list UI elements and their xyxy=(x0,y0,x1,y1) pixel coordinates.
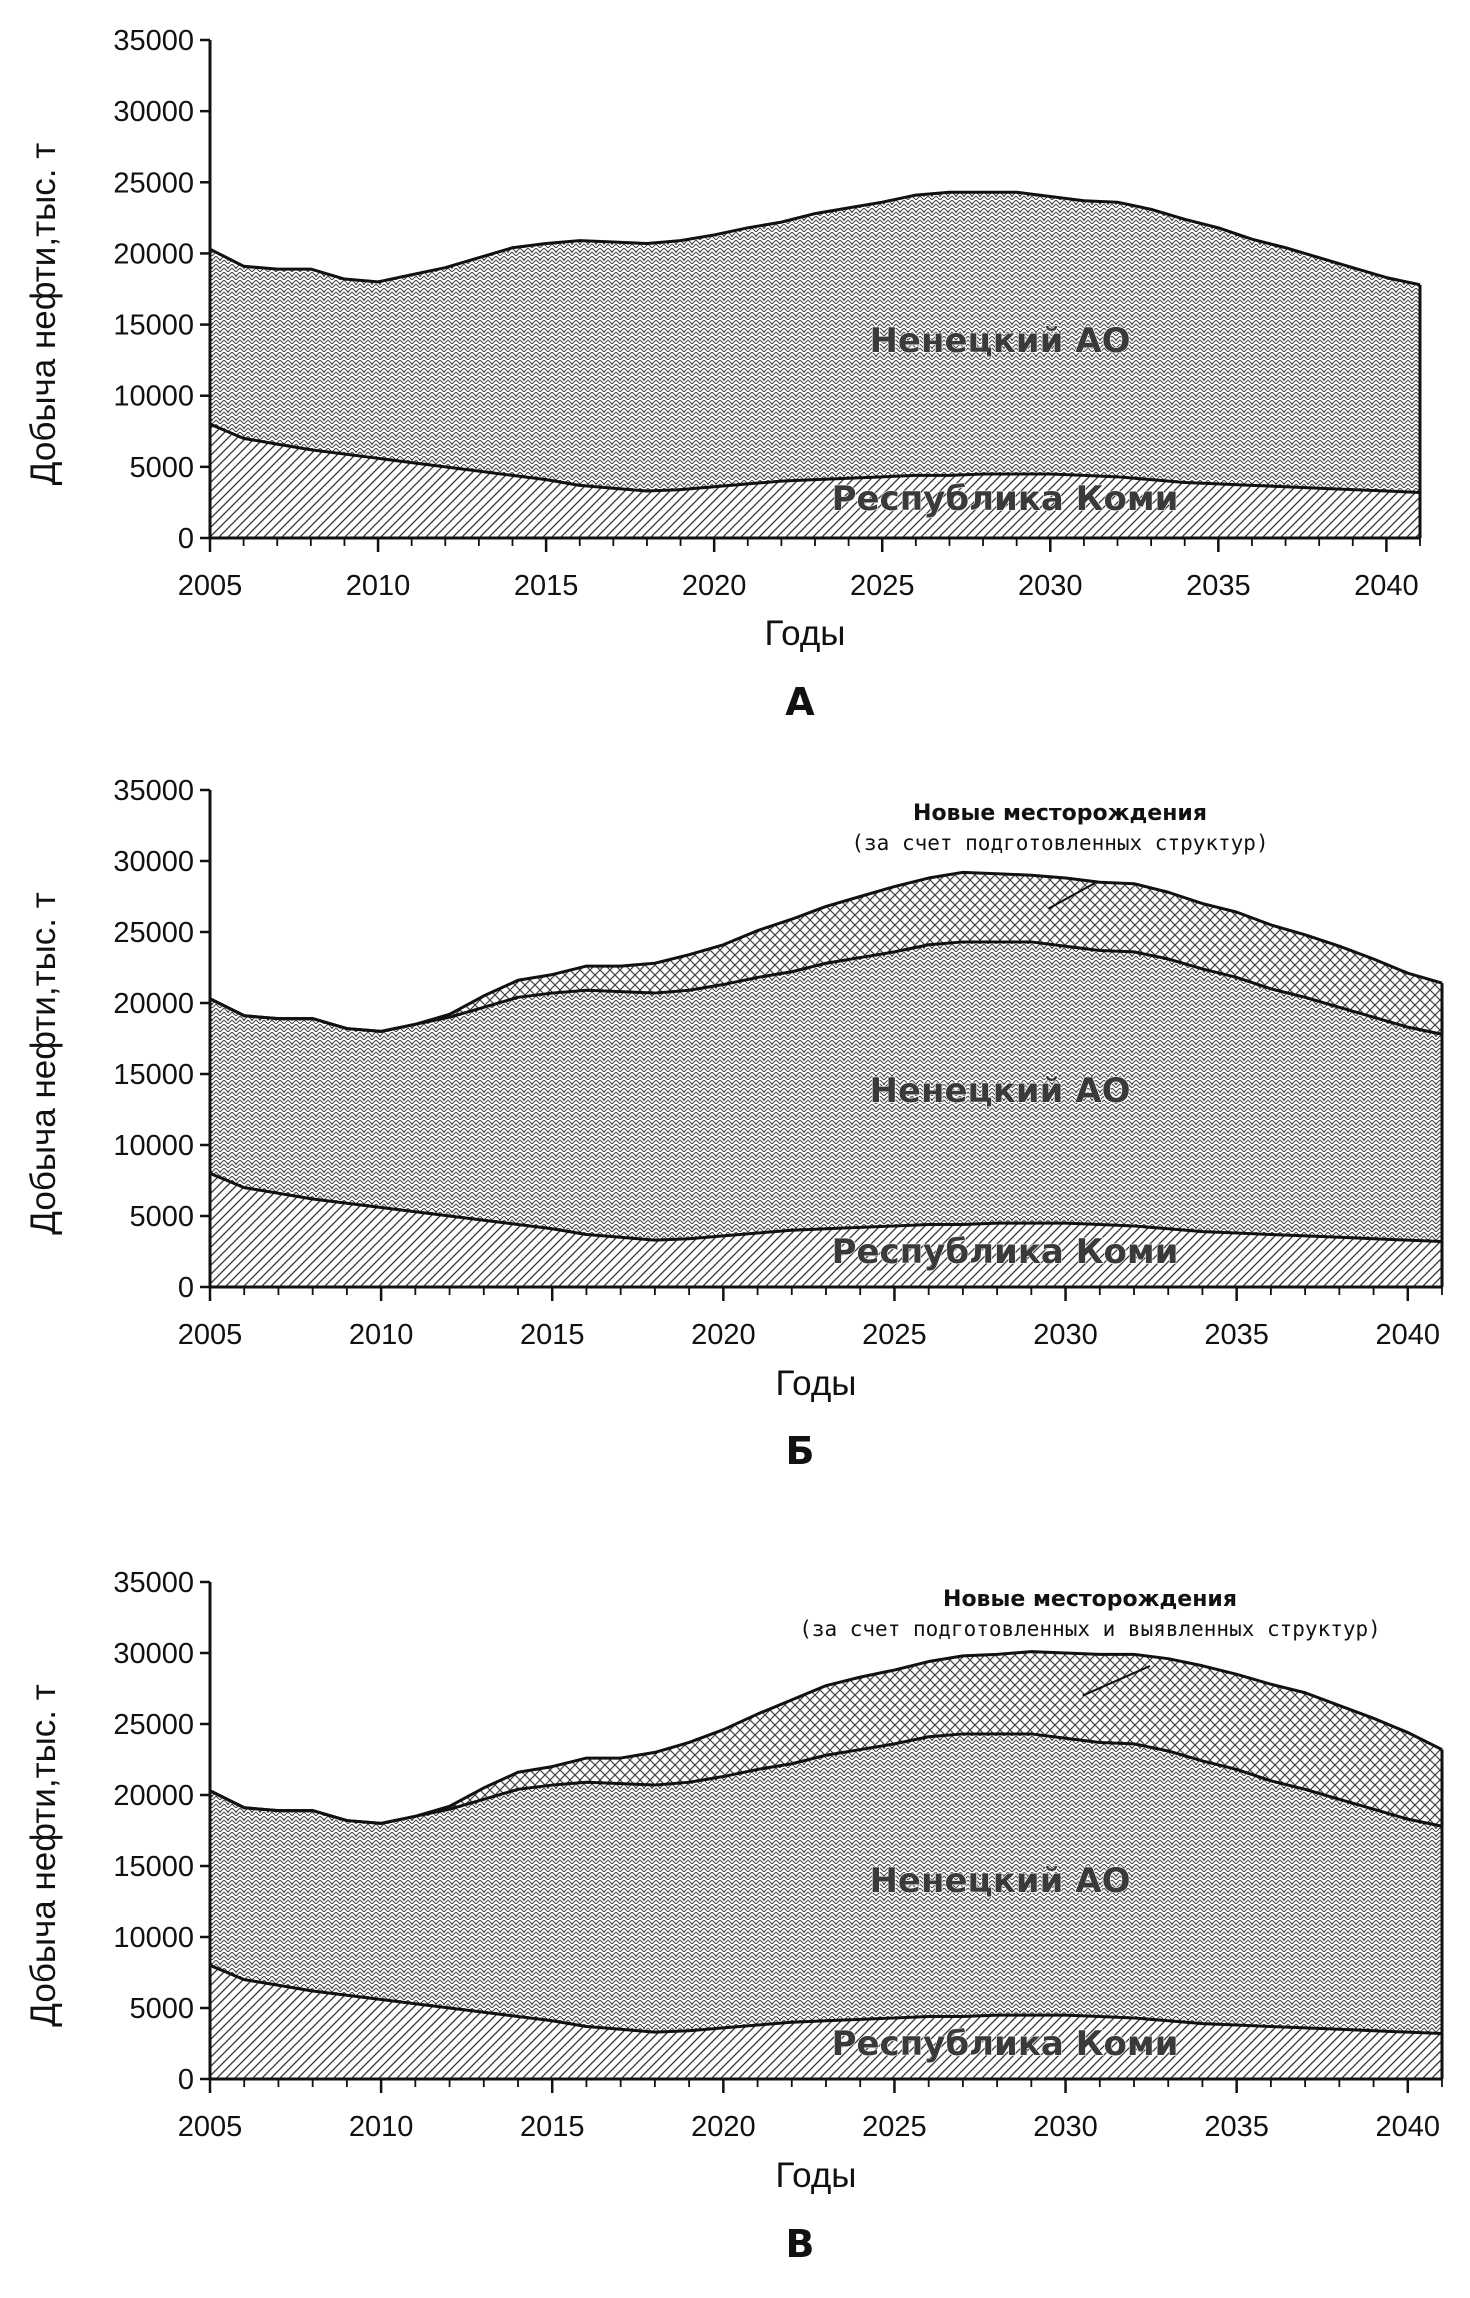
panel-label: В xyxy=(786,2222,815,2266)
x-tick-label: 2040 xyxy=(1354,570,1419,602)
y-tick-label: 15000 xyxy=(113,1059,194,1091)
y-tick-label: 30000 xyxy=(113,846,194,878)
series-line-2 xyxy=(209,190,1421,287)
x-tick-label: 2035 xyxy=(1204,2111,1269,2143)
area-nenets xyxy=(210,192,1420,493)
series-line-3 xyxy=(209,1650,1443,1825)
series-line-3 xyxy=(209,870,1443,1033)
y-tick-label: 10000 xyxy=(113,1130,194,1162)
chart-panel-2: 0 5000 10000 15000 20000 25000 30000 35000 2005 2… xyxy=(24,775,1444,1473)
series-line-1 xyxy=(209,1172,1443,1244)
label-komi: Республика Коми xyxy=(832,479,1179,519)
y-tick-label: 20000 xyxy=(113,988,194,1020)
y-tick-label: 5000 xyxy=(129,1201,194,1233)
label-komi: Республика Коми xyxy=(832,1232,1179,1272)
panel-label: Б xyxy=(786,1429,815,1473)
y-tick-label: 35000 xyxy=(113,1567,194,1599)
x-tick-label: 2015 xyxy=(520,1319,585,1351)
y-tick-label: 25000 xyxy=(113,917,194,949)
x-axis-title: Годы xyxy=(776,2156,857,2195)
label-nenets: Ненецкий АО xyxy=(869,321,1130,361)
y-tick-label: 10000 xyxy=(113,381,194,413)
x-tick-label: 2040 xyxy=(1376,2111,1441,2143)
y-tick-label: 5000 xyxy=(129,1993,194,2025)
x-tick-label: 2025 xyxy=(862,1319,927,1351)
annotation-pointer xyxy=(1047,882,1096,910)
annotation-title: Новые месторождения xyxy=(943,1587,1237,1612)
area-new-fields xyxy=(210,1651,1442,1827)
annotation-pointer xyxy=(1082,1665,1151,1697)
x-tick-label: 2010 xyxy=(346,570,411,602)
x-tick-label: 2025 xyxy=(850,570,915,602)
x-tick-label: 2030 xyxy=(1033,1319,1098,1351)
panel-label: А xyxy=(785,680,815,724)
x-tick-label: 2030 xyxy=(1018,570,1083,602)
area-nenets xyxy=(210,941,1442,1242)
x-tick-label: 2040 xyxy=(1376,1319,1441,1351)
x-tick-label: 2025 xyxy=(862,2111,927,2143)
y-tick-label: 15000 xyxy=(113,310,194,342)
y-tick-label: 35000 xyxy=(113,25,194,57)
x-tick-label: 2010 xyxy=(349,1319,414,1351)
y-tick-label: 25000 xyxy=(113,1709,194,1741)
label-komi: Республика Коми xyxy=(832,2024,1179,2064)
x-tick-label: 2010 xyxy=(349,2111,414,2143)
x-tick-label: 2035 xyxy=(1186,570,1251,602)
annotation-title: Новые месторождения xyxy=(913,801,1207,826)
x-axis-title: Годы xyxy=(765,614,846,653)
y-tick-label: 25000 xyxy=(113,167,194,199)
x-tick-label: 2020 xyxy=(691,1319,756,1351)
y-tick-label: 5000 xyxy=(129,452,194,484)
y-tick-label: 15000 xyxy=(113,1851,194,1883)
label-nenets: Ненецкий АО xyxy=(869,1861,1130,1901)
y-tick-label: 0 xyxy=(178,2064,194,2096)
y-tick-label: 20000 xyxy=(113,238,194,270)
annotation-subtitle: (за счет подготовленных структур) xyxy=(851,831,1268,855)
label-nenets: Ненецкий АО xyxy=(869,1071,1130,1111)
x-tick-label: 2015 xyxy=(520,2111,585,2143)
chart-panel-1: 0 5000 10000 15000 20000 25000 30000 35000 2005 2… xyxy=(24,25,1422,724)
y-tick-label: 0 xyxy=(178,1272,194,1304)
annotation-subtitle: (за счет подготовленных и выявленных стр… xyxy=(799,1617,1381,1641)
x-tick-label: 2005 xyxy=(178,1319,243,1351)
x-tick-label: 2020 xyxy=(682,570,747,602)
x-tick-label: 2005 xyxy=(178,570,243,602)
x-tick-label: 2035 xyxy=(1204,1319,1269,1351)
x-axis-title: Годы xyxy=(776,1364,857,1403)
x-tick-label: 2015 xyxy=(514,570,579,602)
chart-panel-3: 0 5000 10000 15000 20000 25000 30000 35000 2005 2… xyxy=(24,1567,1444,2266)
y-tick-label: 0 xyxy=(178,523,194,555)
y-axis-title: Добыча нефти,тыс. т xyxy=(24,143,63,485)
y-axis-title: Добыча нефти,тыс. т xyxy=(24,1684,63,2026)
x-tick-label: 2020 xyxy=(691,2111,756,2143)
x-tick-label: 2005 xyxy=(178,2111,243,2143)
y-tick-label: 10000 xyxy=(113,1922,194,1954)
y-tick-label: 20000 xyxy=(113,1780,194,1812)
area-new-fields xyxy=(210,872,1442,1035)
series-line-1 xyxy=(209,1964,1443,2036)
y-tick-label: 30000 xyxy=(113,1638,194,1670)
series-line-1 xyxy=(209,422,1421,494)
y-axis-title: Добыча нефти,тыс. т xyxy=(24,892,63,1234)
y-tick-label: 30000 xyxy=(113,96,194,128)
y-tick-label: 35000 xyxy=(113,775,194,807)
x-tick-label: 2030 xyxy=(1033,2111,1098,2143)
area-nenets xyxy=(210,1733,1442,2034)
